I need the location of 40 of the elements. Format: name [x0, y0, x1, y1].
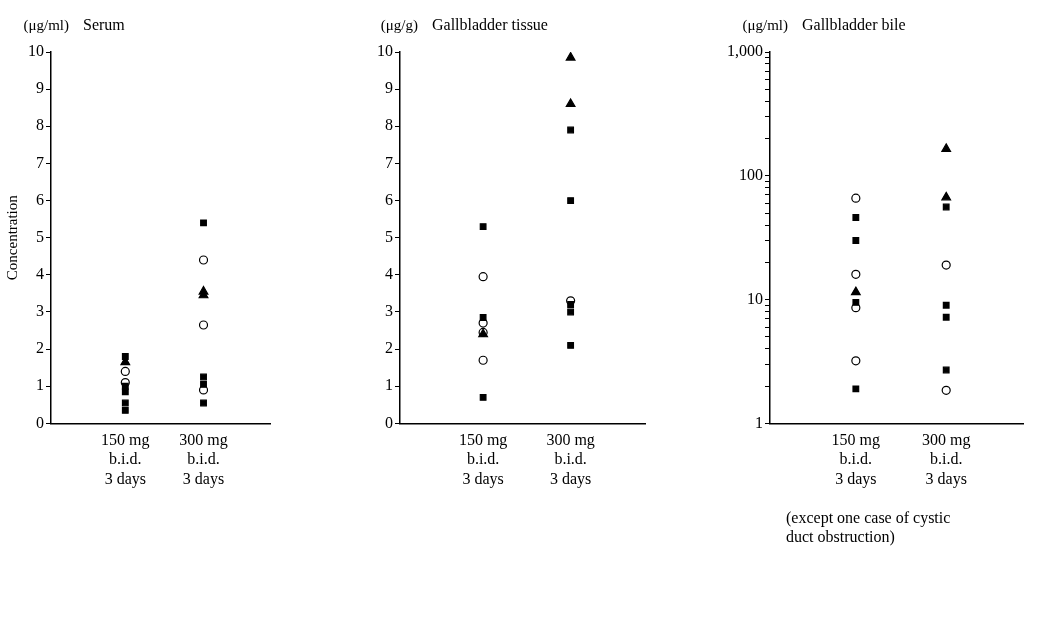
text: (μg/g) [380, 17, 418, 34]
y-tick-label: 7 [36, 153, 44, 171]
y-tick-label: 1,000 [727, 42, 763, 60]
y-tick-label: 0 [385, 413, 393, 431]
text: (except one case of cystic duct obstruction) [786, 509, 951, 547]
text: (μg/ml) [742, 17, 788, 34]
x-tick-label: 150 mg b.i.d. 3 days [831, 431, 881, 488]
y-tick-label: 10 [28, 42, 44, 60]
y-tick-label: 2 [385, 339, 393, 357]
y-axis-title: Concentration [3, 194, 20, 281]
chart-title: Serum [83, 16, 126, 33]
y-tick-label: 5 [36, 227, 44, 245]
y-tick-label: 6 [385, 190, 393, 208]
y-tick-label: 8 [385, 116, 393, 134]
y-tick-label: 1 [385, 376, 393, 394]
x-tick-label: 150 mg b.i.d. 3 days [101, 431, 150, 488]
x-tick-label: 150 mg b.i.d. 3 days [458, 431, 508, 488]
y-tick-label: 100 [739, 166, 763, 183]
chart-title: Gallbladder tissue [432, 16, 548, 33]
y-tick-label: 9 [36, 79, 44, 97]
y-tick-label: 1 [755, 413, 763, 431]
y-tick-label: 4 [385, 265, 393, 283]
y-tick-label: 2 [36, 339, 44, 357]
y-tick-label: 1 [36, 376, 44, 394]
y-tick-label: 8 [36, 116, 44, 134]
y-tick-label: 10 [377, 42, 393, 60]
x-tick-label: 300 mg b.i.d. 3 days [179, 431, 228, 488]
x-tick-label: 300 mg b.i.d. 3 days [546, 431, 595, 488]
y-tick-label: 5 [385, 227, 393, 245]
y-tick-label: 4 [36, 265, 44, 283]
x-tick-label: 300 mg b.i.d. 3 days [921, 431, 971, 488]
y-tick-label: 7 [385, 153, 393, 171]
y-tick-label: 10 [747, 289, 763, 307]
y-tick-label: 9 [385, 79, 393, 97]
y-tick-label: 3 [385, 302, 393, 320]
chart-title: Gallbladder bile [802, 16, 906, 33]
y-tick-label: 6 [36, 190, 44, 208]
y-tick-label: 0 [36, 413, 44, 431]
text: (μg/ml) [23, 17, 69, 34]
y-tick-label: 3 [36, 302, 44, 320]
